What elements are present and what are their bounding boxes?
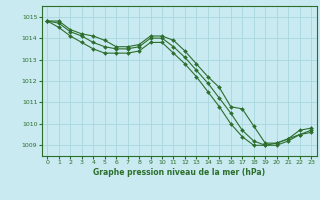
X-axis label: Graphe pression niveau de la mer (hPa): Graphe pression niveau de la mer (hPa)	[93, 168, 265, 177]
